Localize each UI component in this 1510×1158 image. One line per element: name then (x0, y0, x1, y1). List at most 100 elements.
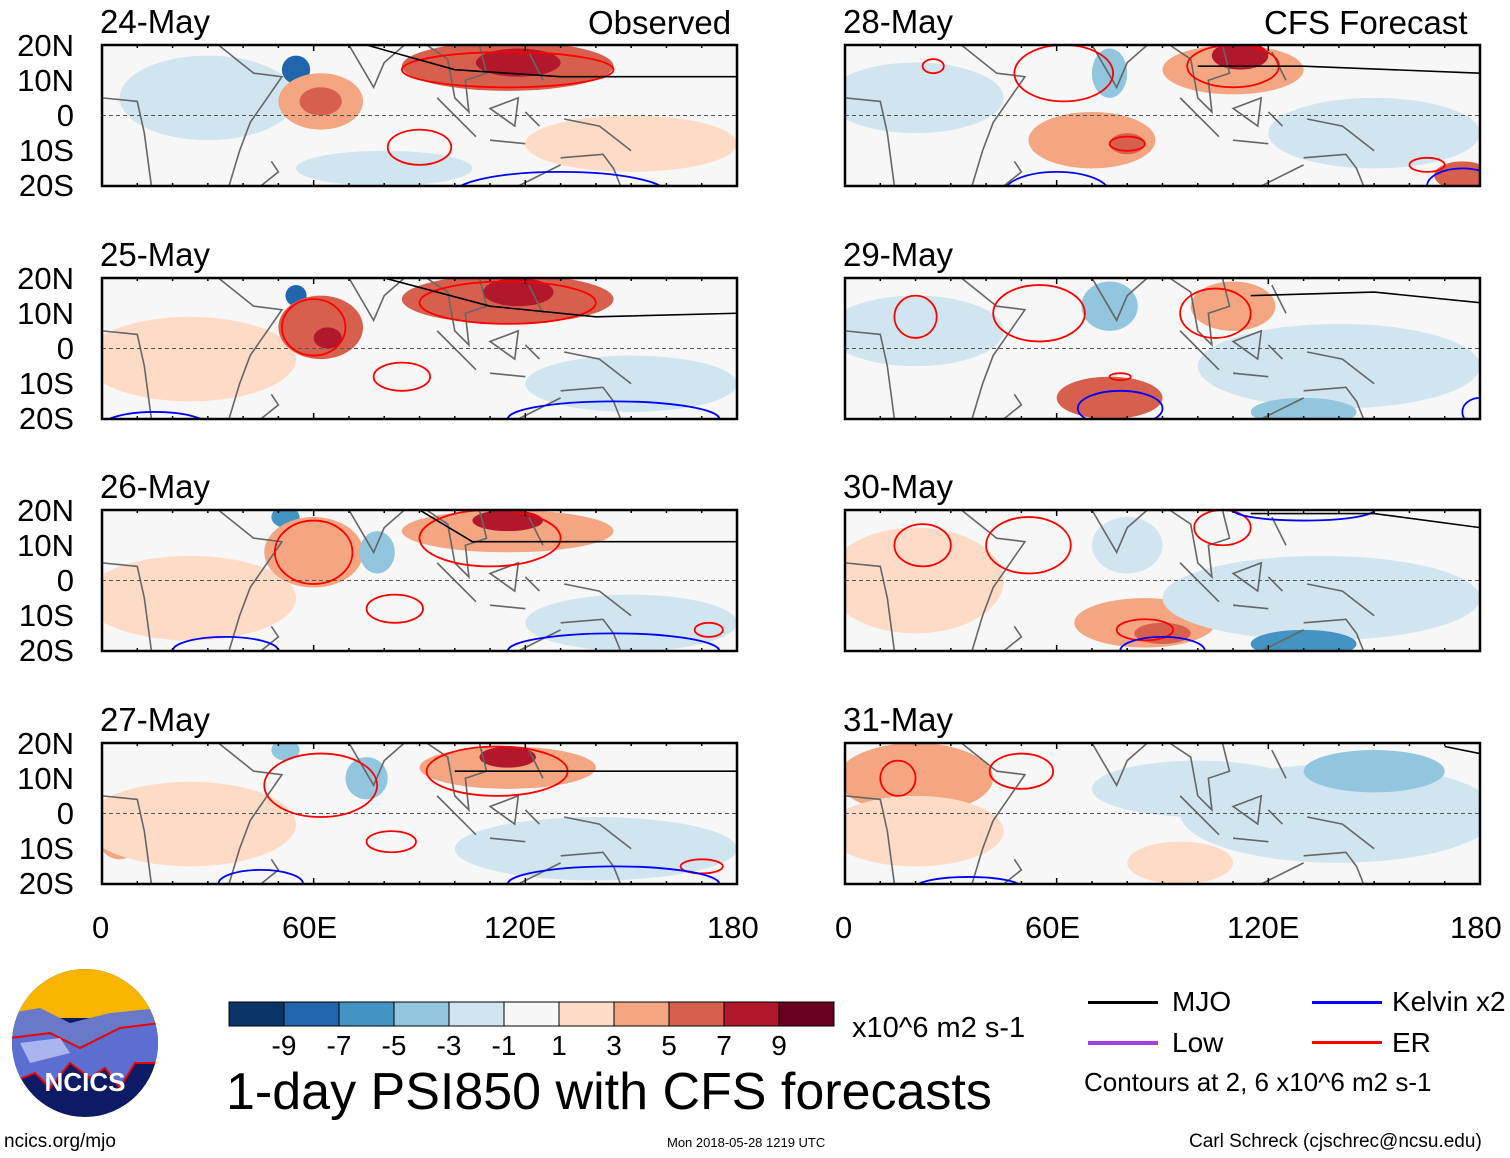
forecast-header: CFS Forecast (1264, 4, 1468, 41)
map-panel (843, 43, 1482, 188)
er-contour (1115, 618, 1174, 642)
mjo-contour (1250, 291, 1480, 304)
coastline (102, 510, 632, 651)
anomaly-region (1268, 97, 1480, 169)
observed-header: Observed (588, 4, 732, 41)
lat-label: 10S (18, 831, 74, 866)
map-panel (100, 741, 739, 886)
kelvin-contour (217, 869, 304, 884)
lon-label: 0 (92, 910, 110, 945)
mjo-contour (1197, 65, 1480, 74)
anomaly-region (1056, 376, 1163, 419)
lat-label: 0 (56, 563, 74, 598)
legend-er: ER (1392, 1027, 1431, 1058)
anomaly-region (525, 594, 737, 651)
colorbar-swatch (778, 1001, 835, 1027)
lat-label: 20N (17, 261, 74, 296)
lon-label: 180 (707, 910, 759, 945)
map-panel (100, 276, 739, 421)
lat-label: 0 (56, 796, 74, 831)
colorbar-swatch (503, 1001, 560, 1027)
colorbar-tick: 3 (606, 1030, 622, 1061)
lon-label: 120E (1227, 910, 1300, 945)
kelvin-contour (1119, 636, 1206, 651)
anomaly-region (102, 781, 296, 867)
lat-label: 10N (17, 296, 74, 331)
panel-date: 31-May (843, 701, 954, 738)
legend-low: Low (1172, 1027, 1224, 1058)
anomaly-region (1127, 841, 1234, 884)
lon-label: 60E (282, 910, 338, 945)
lon-label: 120E (484, 910, 557, 945)
anomaly-region (299, 87, 342, 116)
er-contour (1108, 372, 1132, 382)
anomaly-region (479, 746, 536, 768)
svg-text:NCICS: NCICS (45, 1067, 126, 1097)
map-panel (843, 741, 1482, 886)
colorbar-units: x10^6 m2 s-1 (852, 1012, 1026, 1044)
er-contour (273, 519, 354, 585)
er-contour (879, 759, 917, 797)
kelvin-contour (1232, 510, 1376, 522)
lat-label: 0 (56, 98, 74, 133)
anomaly-region (1091, 760, 1304, 818)
lon-label: 0 (835, 910, 853, 945)
colorbar-tick: -5 (382, 1030, 407, 1061)
anomaly-region (102, 555, 296, 641)
anomaly-region (1162, 45, 1304, 95)
colorbar-tick: 9 (771, 1030, 787, 1061)
colorbar: -9 -7 -5 -3 -1 1 3 5 7 9 (228, 1001, 835, 1061)
colorbar-swatch (338, 1001, 395, 1027)
er-contour (893, 294, 938, 339)
er-contour (418, 280, 597, 325)
coastline (102, 743, 632, 884)
colorbar-tick: -7 (327, 1030, 352, 1061)
anomaly-region (525, 115, 737, 172)
anomaly-region (1028, 111, 1156, 169)
kelvin-contour (916, 876, 1020, 884)
colorbar-tick: -9 (272, 1030, 297, 1061)
anomaly-region (1211, 45, 1269, 70)
er-contour (281, 298, 347, 357)
er-contour (988, 752, 1055, 790)
er-contour (921, 58, 945, 75)
colorbar-swatch (228, 1001, 285, 1027)
anomaly-region (1091, 517, 1163, 574)
anomaly-region (119, 55, 297, 141)
mjo-contour (419, 510, 737, 543)
legend-mjo: MJO (1172, 986, 1232, 1017)
lat-label: 10S (18, 366, 74, 401)
anomaly-region (296, 150, 473, 186)
kelvin-contour (171, 636, 280, 651)
colorbar-swatch (668, 1001, 725, 1027)
colorbar-swatch (393, 1001, 450, 1027)
lat-label: 10N (17, 761, 74, 796)
anomaly-region (1197, 323, 1480, 409)
lat-label: 20S (18, 401, 74, 436)
anomaly-region (1250, 397, 1357, 419)
panel-date: 28-May (843, 3, 954, 40)
colorbar-tick: -3 (437, 1030, 462, 1061)
kelvin-contour (1005, 171, 1108, 186)
anomaly-region (313, 327, 342, 349)
lat-label: 20N (17, 726, 74, 761)
lat-label: 20N (17, 28, 74, 63)
lon-label: 180 (1450, 910, 1502, 945)
mjo-contour (384, 278, 737, 318)
lat-label: 10S (18, 133, 74, 168)
er-contour (1408, 156, 1446, 173)
kelvin-contour (506, 632, 721, 651)
lon-label: 60E (1025, 910, 1081, 945)
footer-url[interactable]: ncics.org/mjo (4, 1131, 116, 1152)
anomaly-region (345, 757, 388, 800)
er-contour (1179, 287, 1252, 339)
coastline (102, 278, 632, 419)
colorbar-tick: 7 (716, 1030, 732, 1061)
anomaly-region (1162, 555, 1480, 641)
panel-date: 24-May (100, 3, 211, 40)
colorbar-tick: -1 (492, 1030, 517, 1061)
lat-label: 20S (18, 866, 74, 901)
colorbar-swatch (283, 1001, 340, 1027)
map-panel (100, 43, 739, 188)
